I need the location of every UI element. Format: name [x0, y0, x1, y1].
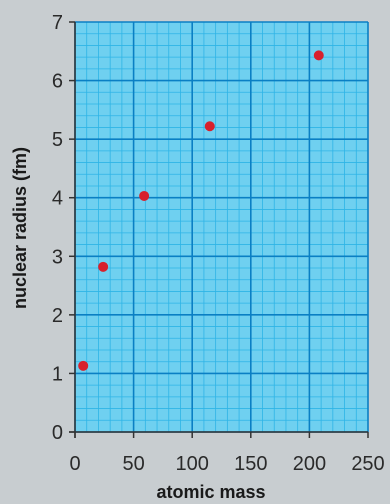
y-axis-title: nuclear radius (fm) — [10, 147, 30, 309]
data-point — [313, 50, 324, 61]
data-point — [78, 360, 89, 371]
x-tick-label: 0 — [69, 453, 80, 475]
x-tick-label: 250 — [351, 453, 384, 475]
x-tick-label: 150 — [234, 453, 267, 475]
y-tick-label: 0 — [52, 422, 63, 444]
y-tick-labels: 0 1 2 3 4 5 6 7 — [52, 12, 63, 444]
data-point — [204, 121, 215, 132]
x-tick-label: 200 — [293, 453, 326, 475]
y-tick-label: 1 — [52, 363, 63, 385]
plot-area — [75, 22, 368, 432]
data-points — [78, 50, 324, 371]
x-axis-title: atomic mass — [156, 482, 265, 502]
x-tick-label: 100 — [176, 453, 209, 475]
data-point — [139, 190, 150, 201]
data-point — [98, 261, 109, 272]
y-tick-label: 2 — [52, 305, 63, 327]
x-tick-labels: 0 50 100 150 200 250 — [69, 453, 384, 475]
y-tick-label: 4 — [52, 188, 63, 210]
y-tick-label: 5 — [52, 129, 63, 151]
axes — [69, 21, 369, 438]
y-tick-label: 6 — [52, 71, 63, 93]
y-tick-label: 7 — [52, 12, 63, 34]
x-tick-label: 50 — [122, 453, 144, 475]
y-tick-label: 3 — [52, 246, 63, 268]
